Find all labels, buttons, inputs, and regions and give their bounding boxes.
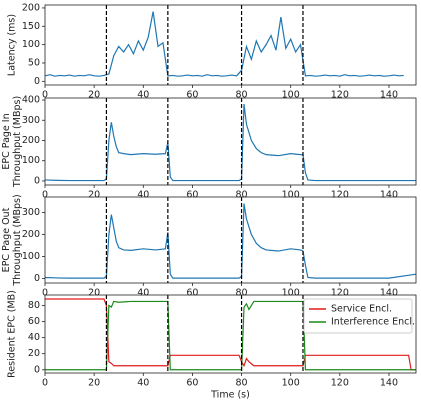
y-tick-label: 100 <box>22 39 40 50</box>
x-tick-label: 20 <box>88 288 100 299</box>
legend-label: Interference Encl. <box>331 317 415 328</box>
data-line <box>45 298 416 371</box>
x-tick-label: 120 <box>331 90 349 101</box>
x-tick-label: 140 <box>380 90 398 101</box>
x-tick-label: 40 <box>137 288 149 299</box>
x-tick-label: 60 <box>186 378 198 389</box>
data-line <box>45 11 404 77</box>
x-tick-label: 0 <box>42 90 48 101</box>
x-tick-label: 0 <box>42 288 48 299</box>
data-line <box>45 203 416 279</box>
x-axis-label: Time (s) <box>210 390 250 401</box>
x-tick-label: 140 <box>380 190 398 201</box>
plot-area <box>45 298 416 371</box>
y-tick-label: 400 <box>22 95 40 106</box>
y-tick-label: 0 <box>34 273 40 284</box>
y-tick-label: 100 <box>22 251 40 262</box>
y-tick-label: 200 <box>22 2 40 13</box>
y-tick-label: 0 <box>34 175 40 186</box>
plot-area <box>45 203 416 279</box>
x-tick-label: 100 <box>282 190 300 201</box>
x-tick-label: 60 <box>186 90 198 101</box>
y-tick-label: 200 <box>22 229 40 240</box>
x-tick-label: 100 <box>282 378 300 389</box>
x-tick-label: 60 <box>186 288 198 299</box>
y-tick-label: 100 <box>22 155 40 166</box>
y-tick-label: 0 <box>34 76 40 87</box>
x-tick-label: 0 <box>42 190 48 201</box>
x-tick-label: 80 <box>236 378 248 389</box>
x-tick-label: 140 <box>380 378 398 389</box>
x-tick-label: 80 <box>236 288 248 299</box>
axes-frame <box>44 294 417 374</box>
y-axis-label: Throughput (MBps) <box>12 96 23 188</box>
x-tick-label: 120 <box>331 190 349 201</box>
axes-frame <box>44 97 417 186</box>
y-tick-label: 60 <box>28 316 40 327</box>
x-tick-label: 120 <box>331 378 349 389</box>
x-tick-label: 80 <box>236 90 248 101</box>
axes-frame <box>44 4 417 86</box>
axes-frame <box>44 196 417 284</box>
x-tick-label: 100 <box>282 90 300 101</box>
x-tick-label: 120 <box>331 288 349 299</box>
plot-area <box>45 11 404 77</box>
y-tick-label: 50 <box>28 57 40 68</box>
y-tick-label: 200 <box>22 135 40 146</box>
x-tick-label: 40 <box>137 90 149 101</box>
x-tick-label: 80 <box>236 190 248 201</box>
x-tick-label: 100 <box>282 288 300 299</box>
y-axis-label: Resident EPC (MB) <box>7 290 18 378</box>
legend-label: Service Encl. <box>331 304 392 315</box>
x-tick-label: 40 <box>137 378 149 389</box>
x-tick-label: 60 <box>186 190 198 201</box>
x-tick-label: 20 <box>88 378 100 389</box>
y-tick-label: 300 <box>22 115 40 126</box>
y-axis-label: EPC Page Out <box>1 207 12 272</box>
y-tick-label: 0 <box>34 364 40 375</box>
legend-box <box>303 298 413 334</box>
y-tick-label: 20 <box>28 348 40 359</box>
x-tick-label: 20 <box>88 190 100 201</box>
y-tick-label: 300 <box>22 207 40 218</box>
y-tick-label: 80 <box>28 300 40 311</box>
y-tick-label: 40 <box>28 332 40 343</box>
x-tick-label: 20 <box>88 90 100 101</box>
y-axis-label: EPC Page In <box>1 113 12 169</box>
y-tick-label: 150 <box>22 21 40 32</box>
plot-area <box>45 103 416 182</box>
x-tick-label: 0 <box>42 378 48 389</box>
y-axis-label: Latency (ms) <box>7 14 18 76</box>
data-line <box>45 103 416 182</box>
x-tick-label: 40 <box>137 190 149 201</box>
data-line <box>45 300 416 371</box>
x-tick-label: 140 <box>380 288 398 299</box>
y-axis-label: Throughput (MBps) <box>12 194 23 286</box>
